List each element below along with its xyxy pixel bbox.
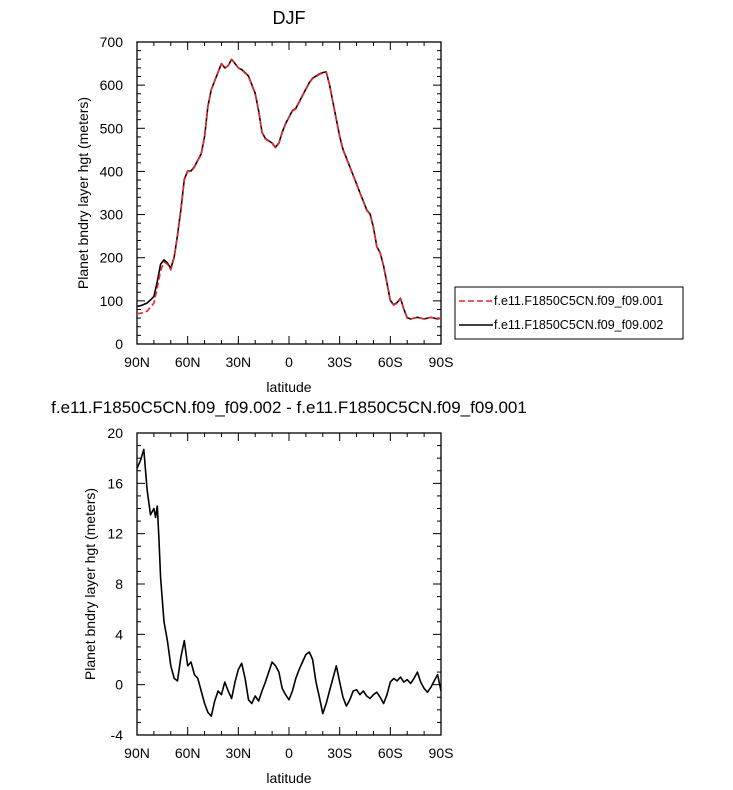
x-tick-label: 60S xyxy=(378,745,403,761)
legend-box xyxy=(454,286,684,340)
legend: f.e11.F1850C5CN.f09_f09.001 f.e11.F1850C… xyxy=(454,286,684,340)
chart-difference: f.e11.F1850C5CN.f09_f09.002 - f.e11.F185… xyxy=(51,398,527,786)
y-tick-label: -4 xyxy=(111,727,124,743)
x-tick-labels: 90N 60N 30N 0 30S 60S 90S xyxy=(124,354,453,370)
series-lines xyxy=(136,448,442,717)
tick-marks xyxy=(136,41,442,345)
x-tick-label: 90S xyxy=(429,745,454,761)
x-tick-label: 30S xyxy=(327,745,352,761)
y-tick-label: 200 xyxy=(100,250,124,266)
x-tick-label: 60N xyxy=(175,745,201,761)
x-tick-labels: 90N 60N 30N 0 30S 60S 90S xyxy=(124,745,453,761)
y-tick-label: 500 xyxy=(100,120,124,136)
y-tick-label: 400 xyxy=(100,163,124,179)
x-axis-label: latitude xyxy=(266,379,311,395)
x-tick-label: 90N xyxy=(124,745,150,761)
y-tick-label: 700 xyxy=(100,34,124,50)
y-axis-label: Planet bndry layer hgt (meters) xyxy=(82,488,98,680)
tick-marks xyxy=(136,432,442,736)
chart-title: DJF xyxy=(273,8,306,28)
legend-label-series-2: f.e11.F1850C5CN.f09_f09.002 xyxy=(494,318,663,332)
x-tick-label: 90N xyxy=(124,354,150,370)
y-tick-labels: -4 0 4 8 12 16 20 xyxy=(107,425,123,743)
y-tick-label: 12 xyxy=(107,526,123,542)
y-tick-label: 20 xyxy=(107,425,123,441)
x-axis-label: latitude xyxy=(266,770,311,786)
series-line-1 xyxy=(136,58,442,320)
series-lines xyxy=(136,58,442,320)
y-axis-label: Planet bndry layer hgt (meters) xyxy=(75,97,91,289)
chart-title: f.e11.F1850C5CN.f09_f09.002 - f.e11.F185… xyxy=(51,398,527,417)
x-tick-label: 0 xyxy=(285,354,293,370)
x-tick-label: 30N xyxy=(225,745,251,761)
legend-label-series-1: f.e11.F1850C5CN.f09_f09.001 xyxy=(494,294,663,308)
y-tick-label: 8 xyxy=(115,576,123,592)
x-tick-label: 60S xyxy=(378,354,403,370)
y-tick-label: 4 xyxy=(115,626,123,642)
y-tick-label: 100 xyxy=(100,293,124,309)
y-tick-label: 0 xyxy=(115,677,123,693)
plot-frame xyxy=(136,432,442,736)
x-tick-label: 90S xyxy=(429,354,454,370)
series-line-1 xyxy=(136,448,442,717)
y-tick-label: 0 xyxy=(115,336,123,352)
y-tick-labels: 0 100 200 300 400 500 600 700 xyxy=(100,34,124,352)
y-tick-label: 600 xyxy=(100,77,124,93)
x-tick-label: 30N xyxy=(225,354,251,370)
y-tick-label: 16 xyxy=(107,475,123,491)
y-tick-label: 300 xyxy=(100,207,124,223)
x-tick-label: 30S xyxy=(327,354,352,370)
x-tick-label: 60N xyxy=(175,354,201,370)
x-tick-label: 0 xyxy=(285,745,293,761)
chart-djf: DJF 90N 60N 30N 0 30S 60S 90S 0 100 200 300 400 500… xyxy=(75,8,684,395)
